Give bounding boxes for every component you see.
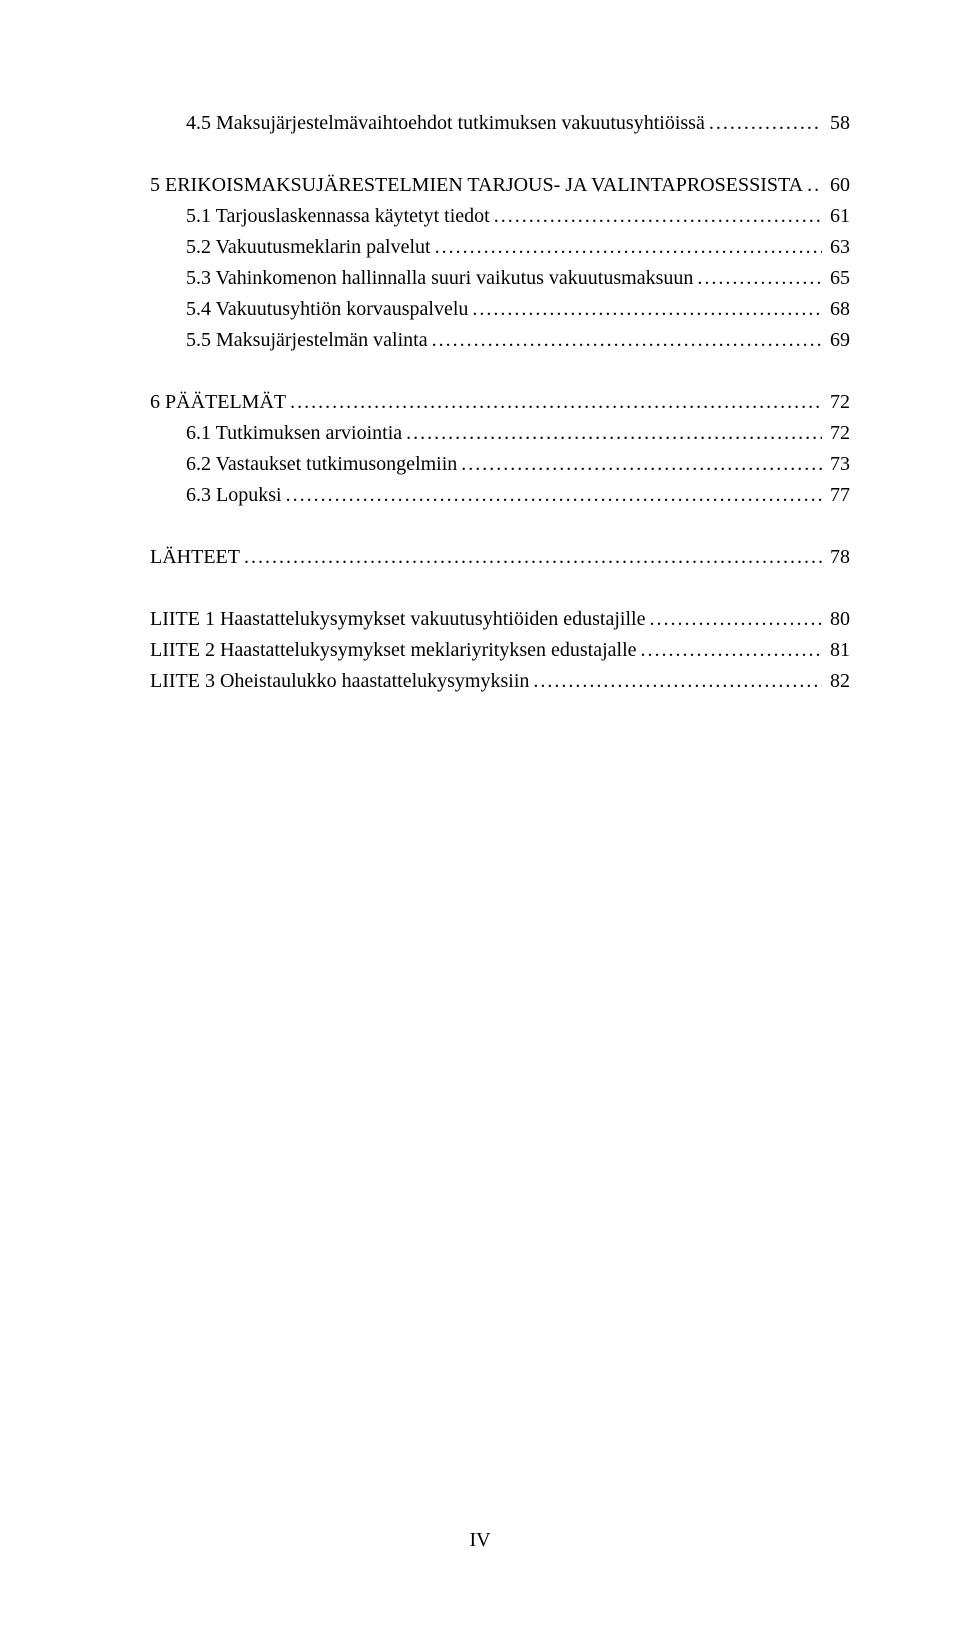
toc-entry: 5.4 Vakuutusyhtiön korvauspalvelu 68 [150, 294, 850, 325]
toc-entry: 5.2 Vakuutusmeklarin palvelut 63 [150, 232, 850, 263]
toc-leader-dots [803, 170, 822, 201]
toc-blank-line [150, 573, 850, 604]
toc-entry-page: 61 [822, 201, 850, 232]
toc-entry-page: 69 [822, 325, 850, 356]
toc-entry-label: 5.2 Vakuutusmeklarin palvelut [186, 232, 431, 263]
toc-leader-dots [645, 604, 822, 635]
toc-entry-label: LIITE 1 Haastattelukysymykset vakuutusyh… [150, 604, 645, 635]
toc-entry-page: 73 [822, 449, 850, 480]
document-page: 4.5 Maksujärjestelmävaihtoehdot tutkimuk… [0, 0, 960, 1648]
toc-leader-dots [240, 542, 822, 573]
toc-blank-line [150, 356, 850, 387]
toc-leader-dots [428, 325, 822, 356]
toc-leader-dots [693, 263, 822, 294]
toc-entry: 5.5 Maksujärjestelmän valinta 69 [150, 325, 850, 356]
toc-leader-dots [282, 480, 822, 511]
toc-entry-label: 5.5 Maksujärjestelmän valinta [186, 325, 428, 356]
toc-entry-page: 78 [822, 542, 850, 573]
toc-entry-page: 80 [822, 604, 850, 635]
toc-entry-label: 5.4 Vakuutusyhtiön korvauspalvelu [186, 294, 468, 325]
toc-leader-dots [468, 294, 822, 325]
table-of-contents: 4.5 Maksujärjestelmävaihtoehdot tutkimuk… [150, 108, 850, 697]
toc-entry-label: 5.1 Tarjouslaskennassa käytetyt tiedot [186, 201, 490, 232]
toc-entry: 4.5 Maksujärjestelmävaihtoehdot tutkimuk… [150, 108, 850, 139]
toc-entry-label: 6.1 Tutkimuksen arviointia [186, 418, 402, 449]
toc-entry-label: 6 PÄÄTELMÄT [150, 387, 286, 418]
toc-blank-line [150, 139, 850, 170]
toc-entry-label: LÄHTEET [150, 542, 240, 573]
toc-entry: LIITE 1 Haastattelukysymykset vakuutusyh… [150, 604, 850, 635]
toc-leader-dots [529, 666, 822, 697]
toc-entry: 6.2 Vastaukset tutkimusongelmiin 73 [150, 449, 850, 480]
toc-entry-page: 68 [822, 294, 850, 325]
toc-leader-dots [457, 449, 822, 480]
toc-entry: 5 ERIKOISMAKSUJÄRESTELMIEN TARJOUS- JA V… [150, 170, 850, 201]
toc-entry-page: 77 [822, 480, 850, 511]
toc-entry: LÄHTEET 78 [150, 542, 850, 573]
toc-leader-dots [490, 201, 822, 232]
toc-entry-page: 60 [822, 170, 850, 201]
toc-leader-dots [402, 418, 822, 449]
toc-entry-label: 6.3 Lopuksi [186, 480, 282, 511]
toc-entry-label: 5.3 Vahinkomenon hallinnalla suuri vaiku… [186, 263, 693, 294]
toc-entry: 6 PÄÄTELMÄT 72 [150, 387, 850, 418]
toc-blank-line [150, 511, 850, 542]
toc-entry: LIITE 3 Oheistaulukko haastattelukysymyk… [150, 666, 850, 697]
toc-leader-dots [286, 387, 822, 418]
toc-entry: LIITE 2 Haastattelukysymykset meklariyri… [150, 635, 850, 666]
toc-entry-label: LIITE 2 Haastattelukysymykset meklariyri… [150, 635, 637, 666]
toc-leader-dots [637, 635, 822, 666]
toc-entry: 6.1 Tutkimuksen arviointia 72 [150, 418, 850, 449]
toc-entry-label: 4.5 Maksujärjestelmävaihtoehdot tutkimuk… [186, 108, 705, 139]
toc-entry-page: 72 [822, 418, 850, 449]
toc-entry: 5.1 Tarjouslaskennassa käytetyt tiedot 61 [150, 201, 850, 232]
toc-leader-dots [705, 108, 822, 139]
toc-entry-page: 72 [822, 387, 850, 418]
toc-entry-page: 58 [822, 108, 850, 139]
toc-entry: 6.3 Lopuksi 77 [150, 480, 850, 511]
toc-entry-label: 5 ERIKOISMAKSUJÄRESTELMIEN TARJOUS- JA V… [150, 170, 803, 201]
toc-entry: 5.3 Vahinkomenon hallinnalla suuri vaiku… [150, 263, 850, 294]
toc-entry-page: 81 [822, 635, 850, 666]
toc-entry-label: 6.2 Vastaukset tutkimusongelmiin [186, 449, 457, 480]
toc-entry-page: 82 [822, 666, 850, 697]
toc-entry-page: 63 [822, 232, 850, 263]
toc-entry-label: LIITE 3 Oheistaulukko haastattelukysymyk… [150, 666, 529, 697]
toc-leader-dots [431, 232, 822, 263]
page-number-footer: IV [0, 1529, 960, 1552]
toc-entry-page: 65 [822, 263, 850, 294]
